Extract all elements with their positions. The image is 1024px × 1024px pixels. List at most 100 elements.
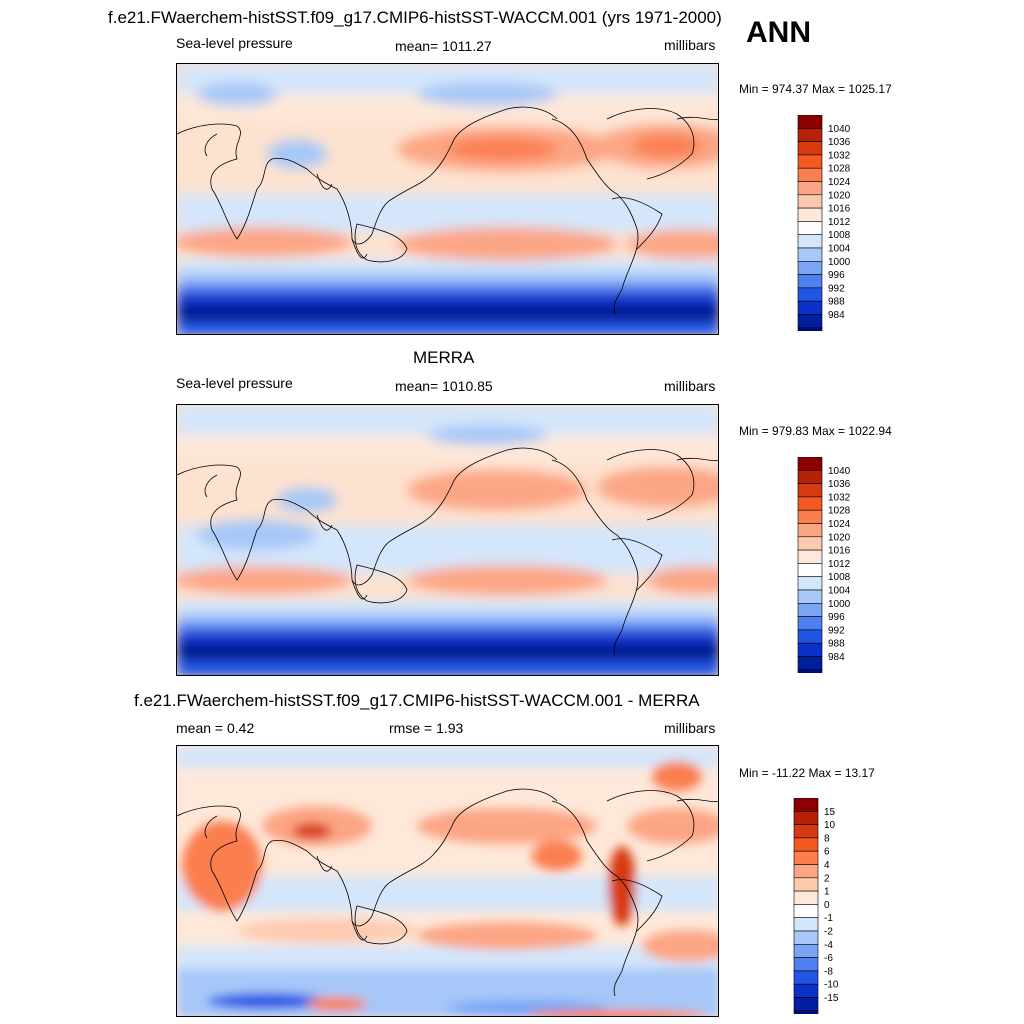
- coastlines: [177, 447, 718, 656]
- panel1-minmax-label: Min = 974.37 Max = 1025.17: [739, 82, 892, 96]
- panel1-colorbar-tick-label: 1020: [828, 190, 851, 201]
- panel3-colorbar-tick-label: -2: [824, 927, 833, 938]
- panel3-colorbar-swatch: [793, 1010, 819, 1024]
- panel2-merra-slp-map: [176, 404, 719, 676]
- panel2-mean-label: mean= 1010.85: [395, 378, 493, 394]
- panel1-colorbar-tick-label: 1016: [828, 204, 851, 215]
- panel3-colorbar-tick-label: 2: [824, 873, 830, 884]
- panel3-colorbar-tick-label: -10: [824, 980, 839, 991]
- panel2-colorbar-swatch: [797, 603, 823, 617]
- panel1-colorbar-swatch: [797, 207, 823, 222]
- panel2-colorbar-tick-label: 1008: [828, 572, 851, 583]
- panel2-colorbar-tick-label: 1012: [828, 559, 851, 570]
- panel3-colorbar-swatch: [793, 944, 819, 958]
- panel3-colorbar-swatch: [793, 811, 819, 825]
- panel3-colorbar-tick-label: 15: [824, 807, 836, 818]
- panel1-colorbar-tick-label: 1004: [828, 244, 851, 255]
- panel1-colorbar-swatch: [797, 274, 823, 289]
- panel1-colorbar-swatch: [797, 247, 823, 262]
- panel3-colorbar-swatch: [793, 837, 819, 852]
- panel1-colorbar-tick-label: 1000: [828, 257, 851, 268]
- coastlines: [177, 788, 718, 997]
- panel3-colorbar-tick-label: -8: [824, 966, 833, 977]
- coastlines: [177, 106, 718, 315]
- panel2-colorbar-tick-label: 984: [828, 652, 845, 663]
- panel3-colorbar-tick-label: -4: [824, 940, 833, 951]
- panel2-colorbar-tick-label: 1028: [828, 506, 851, 517]
- panel1-colorbar-swatch: [797, 141, 823, 156]
- panel2-colorbar-swatch: [797, 456, 823, 471]
- panel3-colorbar-tick-label: -6: [824, 953, 833, 964]
- panel2-colorbar-tick-label: 1004: [828, 586, 851, 597]
- panel1-left-label: Sea-level pressure: [176, 35, 293, 51]
- panel1-colorbar-tick-label: 1036: [828, 137, 851, 148]
- panel3-colorbar-tick-label: 8: [824, 833, 830, 844]
- panel1-mean-label: mean= 1011.27: [395, 38, 492, 54]
- panel3-title: f.e21.FWaerchem-histSST.f09_g17.CMIP6-hi…: [134, 691, 700, 710]
- panel3-colorbar-swatch: [793, 997, 819, 1012]
- panel3-colorbar-swatch: [793, 917, 819, 932]
- panel1-colorbar-tick-label: 996: [828, 270, 845, 281]
- panel2-colorbar-swatch: [797, 669, 823, 684]
- panel2-colorbar-svg: 1040 1036 1032 1028 1024 1020 1016 1012 1008 1004…: [797, 456, 851, 684]
- panel1-colorbar-tick-label: 984: [828, 310, 845, 321]
- season-label: ANN: [746, 16, 811, 49]
- panel1-colorbar-swatch: [797, 128, 823, 142]
- panel1-colorbar-swatch: [797, 261, 823, 275]
- panel1-colorbar-tick-label: 992: [828, 283, 845, 294]
- panel3-minmax-label: Min = -11.22 Max = 13.17: [739, 766, 875, 780]
- panel3-colorbar-swatch: [793, 904, 819, 919]
- panel3-colorbar-swatch: [793, 970, 819, 985]
- panel3-colorbar: 15 10 8 6 4 2 1 0 -1 -2 -4 -6 -8 -10 -15: [792, 797, 872, 1024]
- panel3-colorbar-swatch: [793, 824, 819, 839]
- panel3-colorbar-swatch: [793, 930, 819, 945]
- panel1-map-svg: [177, 64, 718, 334]
- panel3-rmse-label: rmse = 1.93: [389, 720, 464, 736]
- panel2-colorbar: 1040 1036 1032 1028 1024 1020 1016 1012 1008 1004…: [796, 456, 876, 684]
- panel1-colorbar-swatch: [797, 234, 823, 249]
- panel2-colorbar-swatch: [797, 536, 823, 551]
- panel1-colorbar-tick-label: 1028: [828, 164, 851, 175]
- panel3-colorbar-tick-label: 1: [824, 887, 830, 898]
- panel3-colorbar-tick-label: -15: [824, 993, 839, 1004]
- panel1-colorbar-swatch: [797, 314, 823, 329]
- panel2-colorbar-swatch: [797, 629, 823, 644]
- panel2-map-svg: [177, 405, 718, 675]
- panel2-colorbar-swatch: [797, 589, 823, 604]
- panel3-colorbar-swatch: [793, 890, 819, 905]
- panel3-colorbar-swatch: [793, 983, 819, 998]
- panel1-colorbar-swatch: [797, 114, 823, 129]
- panel1-colorbar-swatch: [797, 287, 823, 302]
- panel1-colorbar-svg: 1040 1036 1032 1028 1024 1020 1016 1012 1008 1004…: [797, 114, 851, 342]
- panel1-colorbar-swatch: [797, 221, 823, 236]
- panel2-colorbar-tick-label: 988: [828, 639, 845, 650]
- panel1-colorbar-swatch: [797, 300, 823, 315]
- panel2-colorbar-tick-label: 1020: [828, 532, 851, 543]
- panel2-colorbar-swatch: [797, 496, 823, 511]
- panel2-left-label: Sea-level pressure: [176, 375, 293, 391]
- panel1-colorbar-tick-label: 1040: [828, 124, 851, 135]
- panel3-colorbar-tick-label: 0: [824, 900, 830, 911]
- panel2-title: MERRA: [413, 348, 475, 367]
- panel3-colorbar-swatch: [793, 877, 819, 892]
- panel2-colorbar-tick-label: 1000: [828, 599, 851, 610]
- panel3-colorbar-tick-label: 4: [824, 860, 830, 871]
- panel2-colorbar-swatch: [797, 576, 823, 591]
- panel3-units-label: millibars: [664, 720, 716, 736]
- panel1-colorbar-swatch: [797, 327, 823, 342]
- panel1-model-slp-map: [176, 63, 719, 335]
- panel1-colorbar-swatch: [797, 194, 823, 209]
- panel3-difference-map: [176, 745, 719, 1017]
- panel2-colorbar-swatch: [797, 523, 823, 538]
- panel2-colorbar-swatch: [797, 642, 823, 657]
- panel2-colorbar-swatch: [797, 549, 823, 564]
- panel2-colorbar-tick-label: 992: [828, 625, 845, 636]
- panel1-colorbar: 1040 1036 1032 1028 1024 1020 1016 1012 1008 1004…: [796, 114, 876, 342]
- panel1-colorbar-tick-label: 988: [828, 297, 845, 308]
- panel2-colorbar-tick-label: 1024: [828, 519, 851, 530]
- panel3-colorbar-swatch: [793, 957, 819, 972]
- panel3-colorbar-swatch: [793, 797, 819, 812]
- figure-title: f.e21.FWaerchem-histSST.f09_g17.CMIP6-hi…: [108, 8, 722, 27]
- panel3-colorbar-tick-label: -1: [824, 913, 833, 924]
